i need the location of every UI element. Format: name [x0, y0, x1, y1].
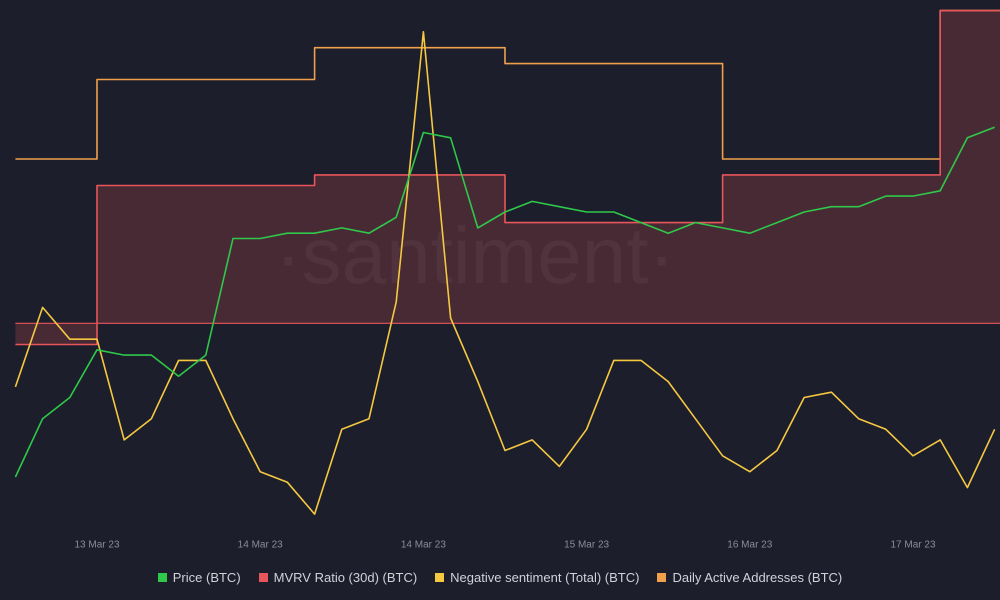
- series-line: [15, 9, 1000, 160]
- legend-label: Daily Active Addresses (BTC): [672, 569, 843, 585]
- legend-label: Negative sentiment (Total) (BTC): [450, 569, 640, 585]
- series-line: [14, 31, 996, 515]
- legend-item[interactable]: Daily Active Addresses (BTC): [657, 570, 842, 585]
- x-tick-label: 17 Mar 23: [890, 540, 935, 551]
- series-line: [15, 9, 1000, 346]
- legend-swatch: [258, 572, 268, 582]
- legend-item[interactable]: Price (BTC): [157, 569, 241, 585]
- legend: Price (BTC) MVRV Ratio (30d) (BTC) Negativ…: [0, 566, 1000, 588]
- x-tick-label: 14 Mar 23: [238, 540, 283, 551]
- legend-item[interactable]: MVRV Ratio (30d) (BTC): [258, 569, 418, 585]
- x-tick-label: 14 Mar 23: [401, 540, 446, 551]
- legend-label: Price (BTC): [172, 569, 241, 585]
- x-tick-label: 15 Mar 23: [564, 540, 609, 551]
- legend-swatch: [657, 572, 667, 582]
- watermark: ·santiment·: [275, 211, 675, 300]
- legend-swatch: [435, 572, 445, 582]
- legend-label: MVRV Ratio (30d) (BTC): [273, 569, 418, 585]
- legend-item[interactable]: Negative sentiment (Total) (BTC): [435, 570, 639, 585]
- legend-swatch: [157, 572, 167, 582]
- area: [15, 10, 1000, 345]
- series-line: [14, 126, 995, 478]
- chart: ·santiment· 13 Mar 23 14 Mar 23 14 Mar 23 1…: [14, 9, 1000, 551]
- x-tick-label: 16 Mar 23: [727, 540, 772, 551]
- x-tick-label: 13 Mar 23: [74, 540, 119, 551]
